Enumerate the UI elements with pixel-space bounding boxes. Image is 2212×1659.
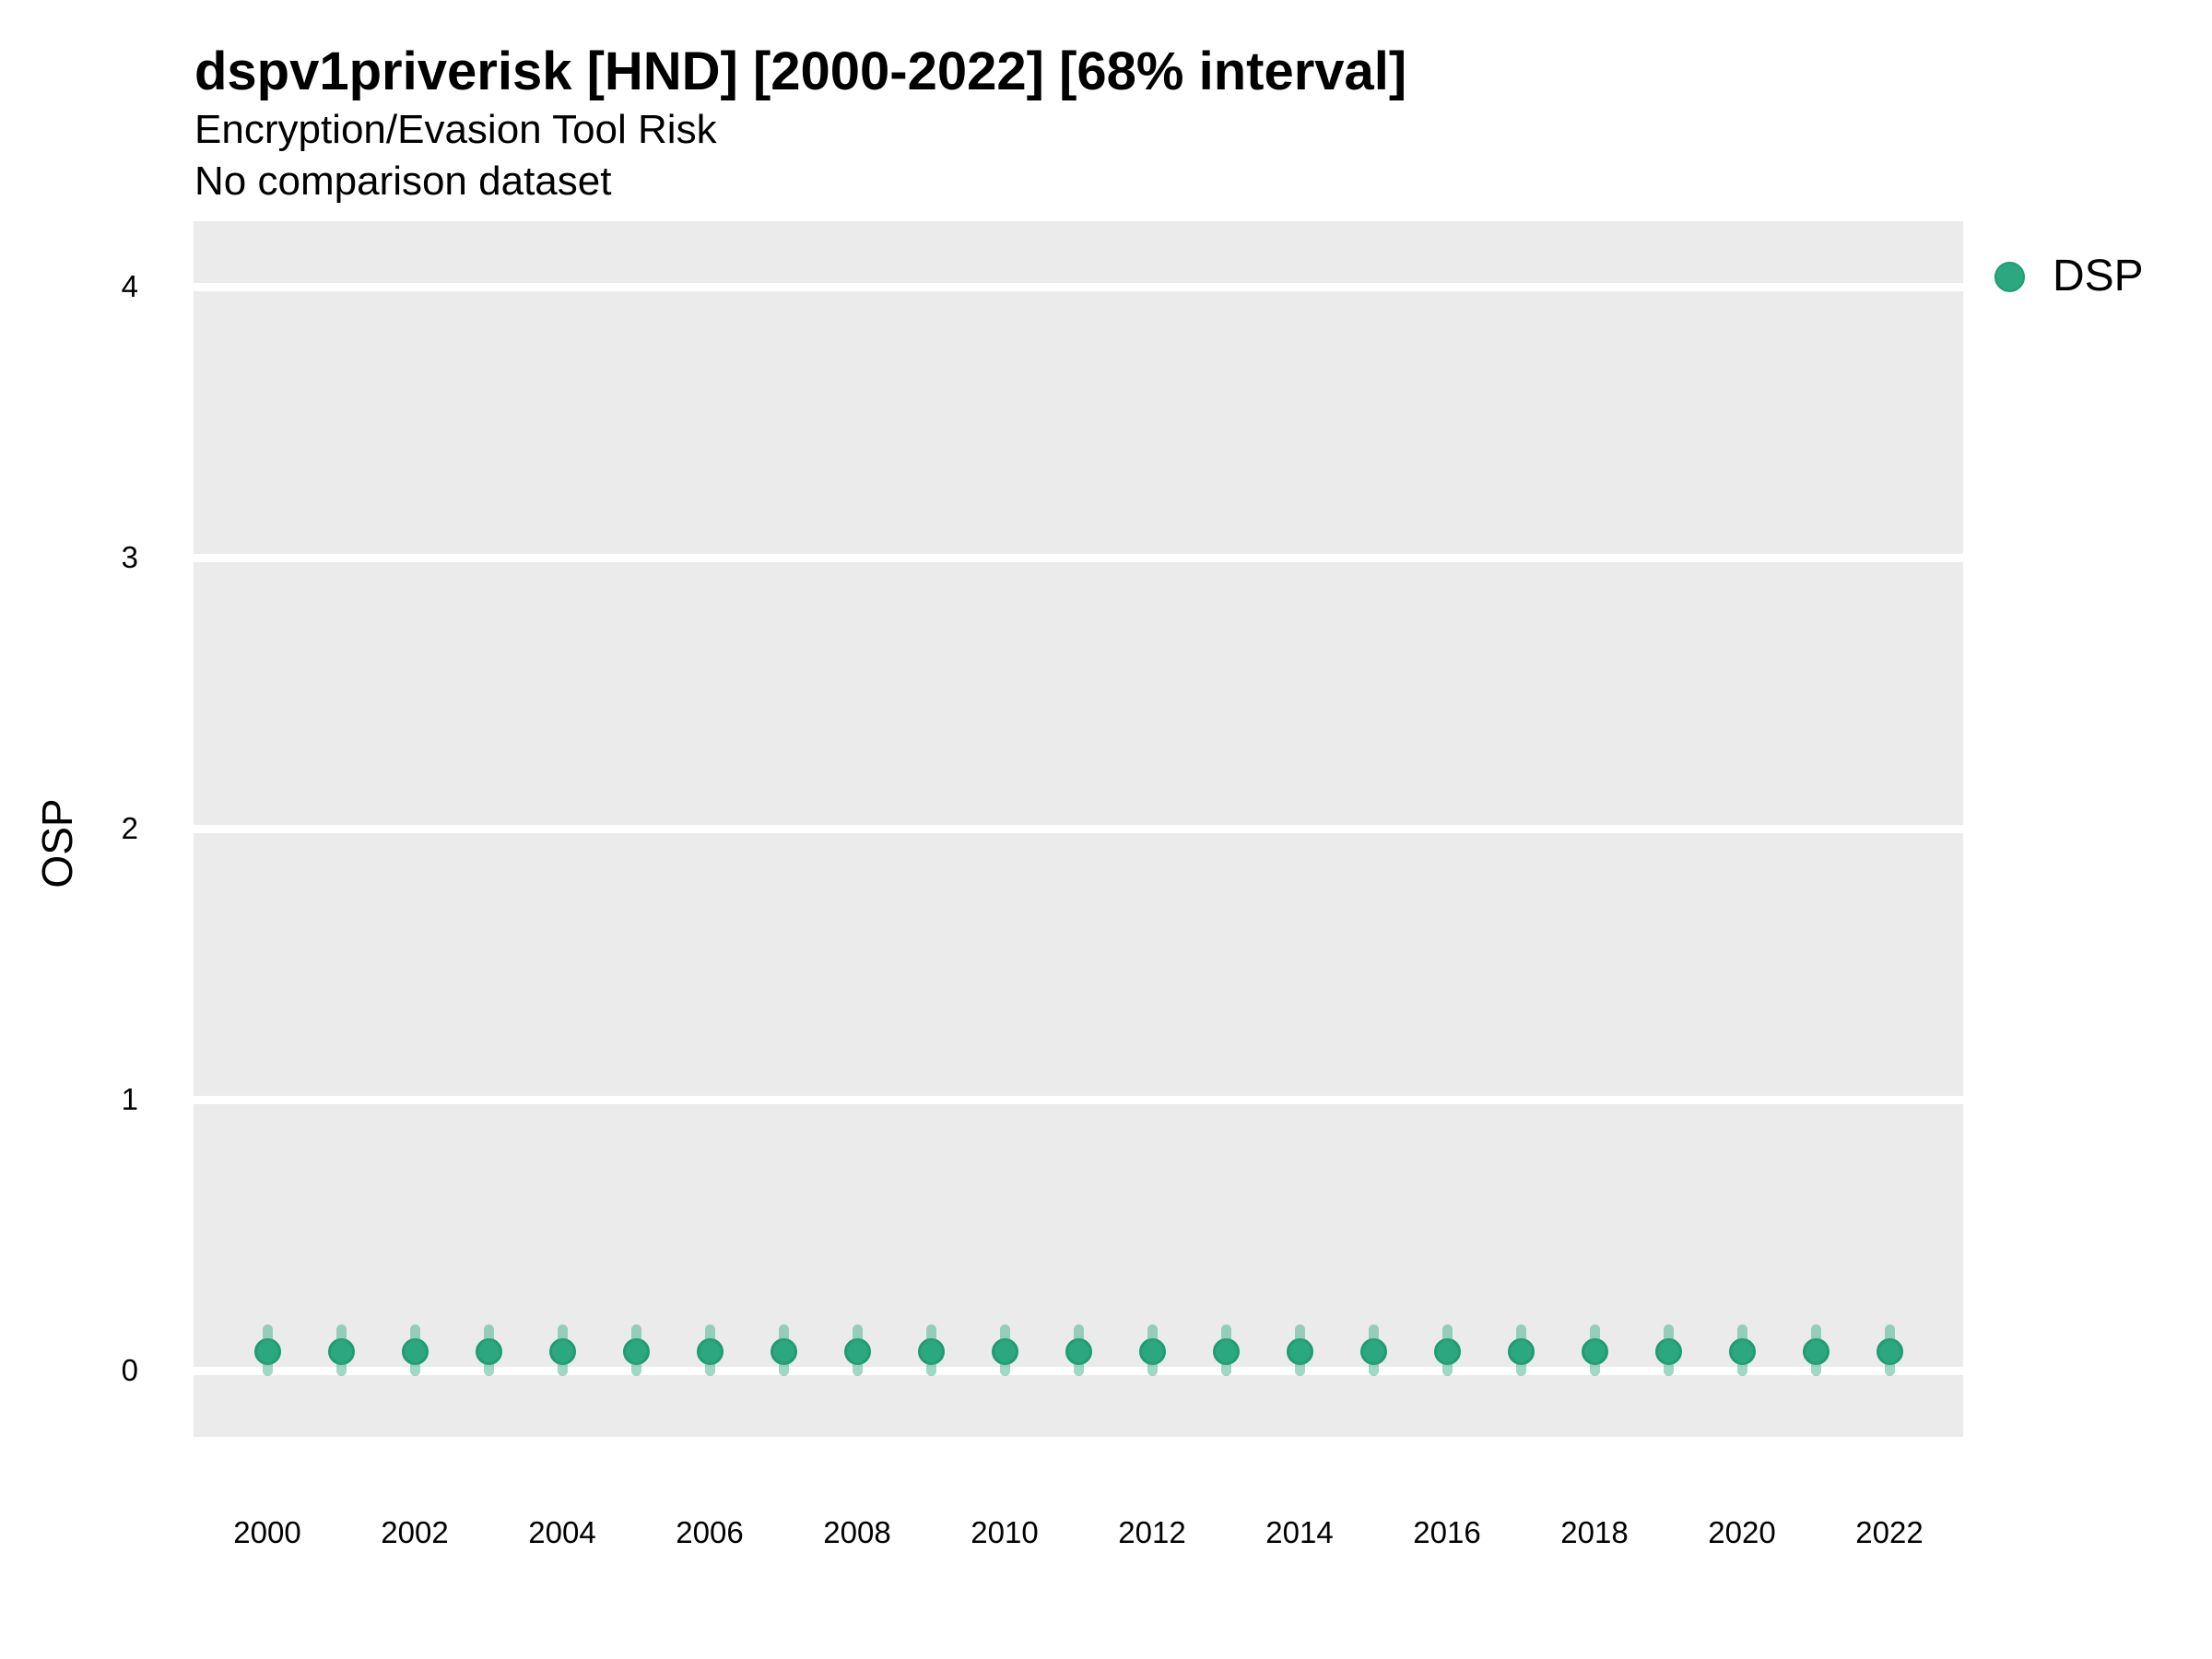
error-bar-2002 bbox=[409, 1324, 420, 1376]
error-bar-2020 bbox=[1736, 1324, 1747, 1376]
y-tick-label-1: 1 bbox=[121, 1082, 138, 1116]
error-bar-2004 bbox=[557, 1324, 568, 1376]
data-point-2019 bbox=[1654, 1337, 1682, 1365]
error-bar-2013 bbox=[1220, 1324, 1231, 1376]
data-point-2006 bbox=[696, 1337, 724, 1365]
x-tick-label-2022: 2022 bbox=[1855, 1515, 1924, 1549]
data-point-2008 bbox=[843, 1337, 871, 1365]
x-tick-label-2008: 2008 bbox=[823, 1515, 891, 1549]
error-bar-2003 bbox=[483, 1324, 494, 1376]
error-bar-2005 bbox=[630, 1324, 641, 1376]
gridline-y-1 bbox=[194, 1095, 1963, 1104]
error-bar-2018 bbox=[1589, 1324, 1600, 1376]
error-bar-2000 bbox=[262, 1324, 273, 1376]
error-bar-2012 bbox=[1147, 1324, 1158, 1376]
gridline-y-3 bbox=[194, 553, 1963, 562]
plot-panel bbox=[194, 221, 1963, 1437]
data-point-2001 bbox=[327, 1337, 355, 1365]
y-tick-label-4: 4 bbox=[121, 269, 138, 303]
error-bar-2007 bbox=[778, 1324, 789, 1376]
x-tick-label-2010: 2010 bbox=[971, 1515, 1039, 1549]
data-point-2011 bbox=[1065, 1337, 1092, 1365]
chart-subtitle: Encryption/Evasion Tool Risk bbox=[194, 107, 717, 152]
legend: DSP bbox=[1994, 251, 2144, 302]
error-bar-2015 bbox=[1368, 1324, 1379, 1376]
data-point-2013 bbox=[1212, 1337, 1240, 1365]
error-bar-2017 bbox=[1515, 1324, 1526, 1376]
data-point-2016 bbox=[1433, 1337, 1461, 1365]
data-point-2003 bbox=[475, 1337, 502, 1365]
chart-note: No comparison dataset bbox=[194, 159, 612, 204]
gridline-y-4 bbox=[194, 282, 1963, 291]
x-tick-label-2018: 2018 bbox=[1560, 1515, 1629, 1549]
error-bar-2019 bbox=[1663, 1324, 1674, 1376]
error-bar-2011 bbox=[1073, 1324, 1084, 1376]
error-bar-2008 bbox=[852, 1324, 863, 1376]
data-point-2015 bbox=[1359, 1337, 1387, 1365]
legend-label-dsp: DSP bbox=[2053, 252, 2144, 300]
y-tick-label-2: 2 bbox=[121, 811, 138, 845]
error-bar-2021 bbox=[1810, 1324, 1821, 1376]
data-point-2002 bbox=[401, 1337, 429, 1365]
data-point-2005 bbox=[622, 1337, 650, 1365]
error-bar-2022 bbox=[1884, 1324, 1895, 1376]
data-point-2010 bbox=[991, 1337, 1018, 1365]
error-bar-2010 bbox=[999, 1324, 1010, 1376]
data-point-2000 bbox=[253, 1337, 281, 1365]
x-tick-label-2004: 2004 bbox=[528, 1515, 596, 1549]
gridline-y-2 bbox=[194, 824, 1963, 833]
data-point-2021 bbox=[1802, 1337, 1830, 1365]
x-tick-label-2020: 2020 bbox=[1708, 1515, 1776, 1549]
x-tick-label-2016: 2016 bbox=[1413, 1515, 1481, 1549]
data-point-2014 bbox=[1286, 1337, 1313, 1365]
gridline-y-0 bbox=[194, 1366, 1963, 1375]
x-tick-label-2000: 2000 bbox=[233, 1515, 301, 1549]
legend-marker-icon bbox=[1994, 261, 2025, 292]
data-point-2018 bbox=[1581, 1337, 1608, 1365]
y-tick-label-3: 3 bbox=[121, 540, 138, 574]
error-bar-2016 bbox=[1441, 1324, 1453, 1376]
y-tick-label-0: 0 bbox=[121, 1353, 138, 1387]
error-bar-2001 bbox=[335, 1324, 347, 1376]
chart-title: dspv1priverisk [HND] [2000-2022] [68% in… bbox=[194, 41, 1407, 101]
data-point-2020 bbox=[1728, 1337, 1756, 1365]
data-point-2017 bbox=[1507, 1337, 1535, 1365]
x-tick-label-2006: 2006 bbox=[676, 1515, 744, 1549]
error-bar-2014 bbox=[1294, 1324, 1305, 1376]
data-point-2009 bbox=[917, 1337, 945, 1365]
x-tick-label-2002: 2002 bbox=[381, 1515, 449, 1549]
error-bar-2006 bbox=[704, 1324, 715, 1376]
error-bar-2009 bbox=[925, 1324, 936, 1376]
data-point-2007 bbox=[770, 1337, 797, 1365]
x-tick-label-2014: 2014 bbox=[1265, 1515, 1334, 1549]
x-tick-label-2012: 2012 bbox=[1118, 1515, 1186, 1549]
data-point-2012 bbox=[1138, 1337, 1166, 1365]
data-point-2004 bbox=[548, 1337, 576, 1365]
data-point-2022 bbox=[1876, 1337, 1903, 1365]
